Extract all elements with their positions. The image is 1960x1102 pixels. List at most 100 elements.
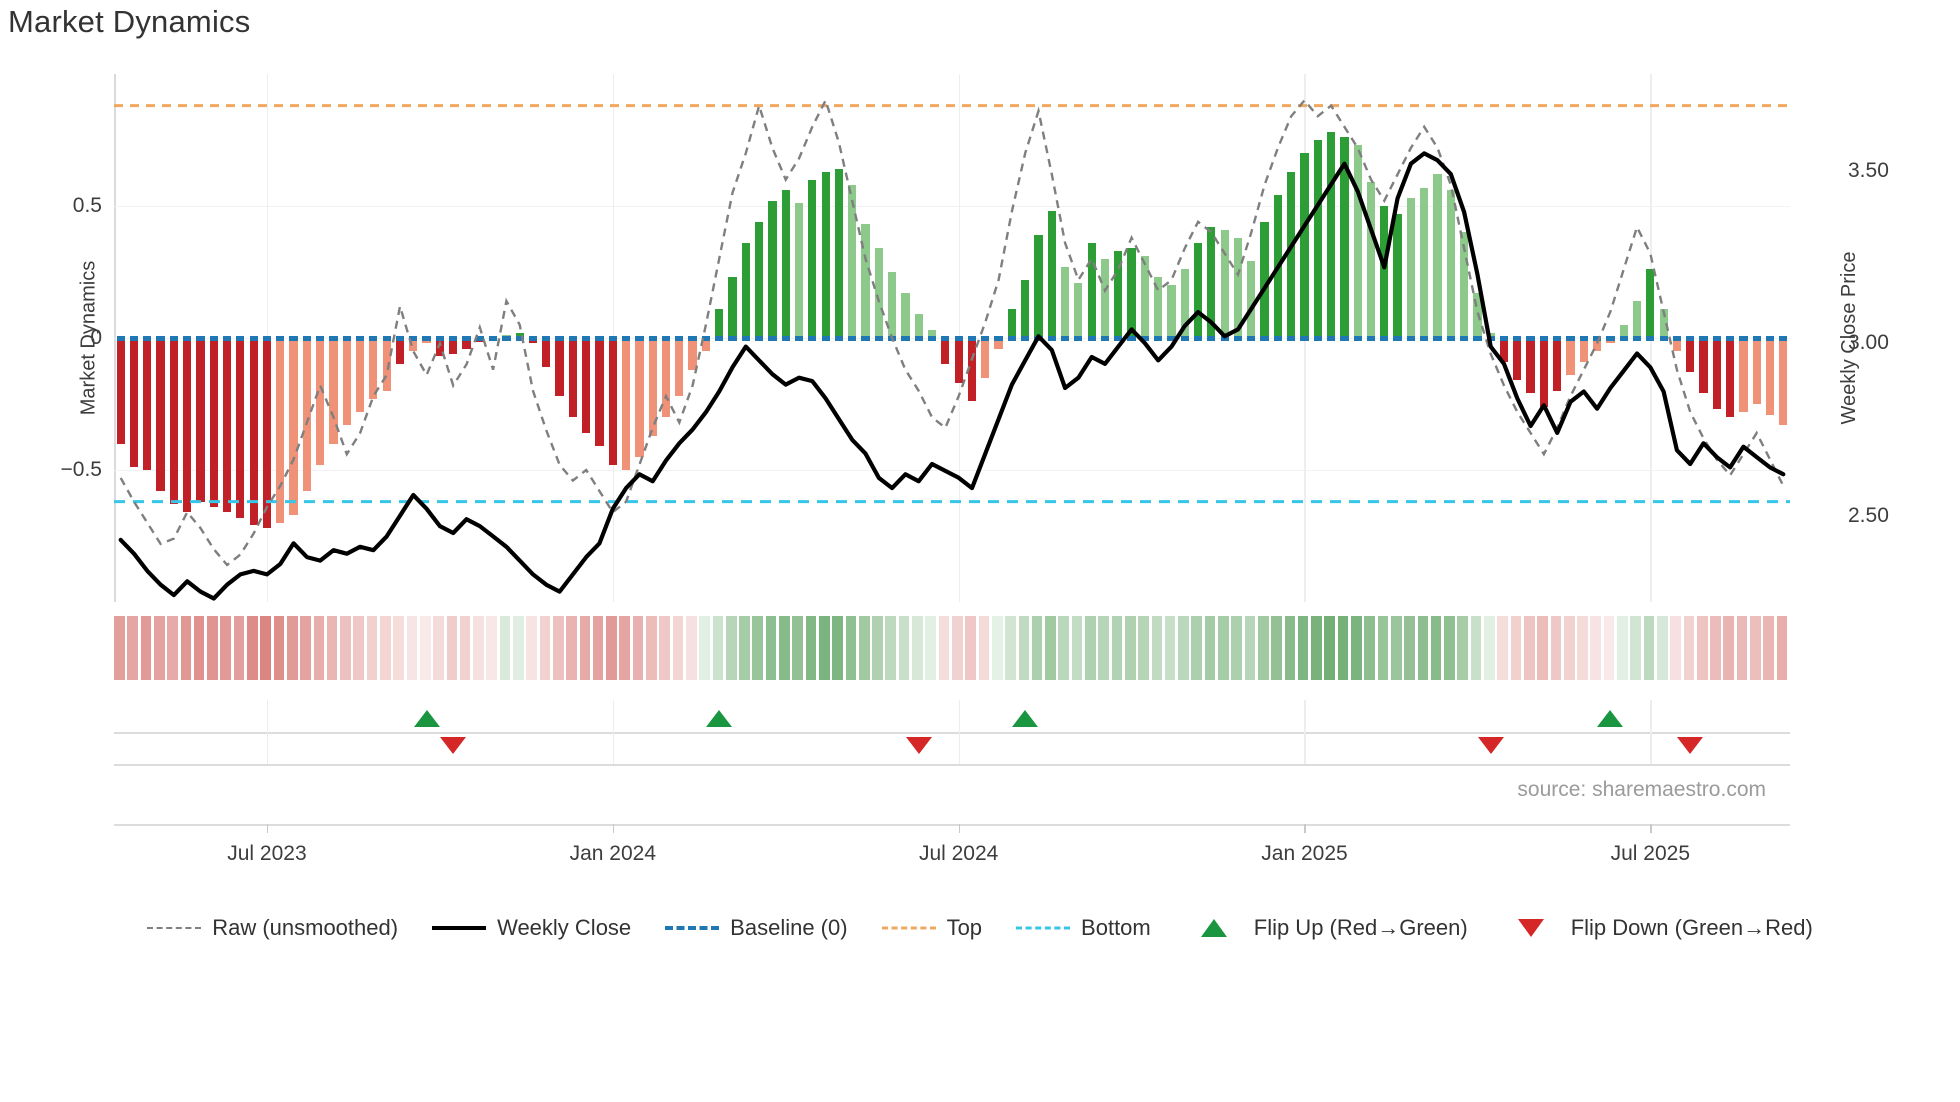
heatmap-cell bbox=[765, 616, 777, 680]
heatmap-cell bbox=[898, 616, 910, 680]
flip-down-marker[interactable] bbox=[1677, 737, 1704, 754]
baseline-segment bbox=[1593, 335, 1602, 341]
heatmap-cell bbox=[619, 616, 631, 680]
raw-unsmoothed-line bbox=[119, 97, 1785, 567]
bar bbox=[183, 338, 192, 513]
bar bbox=[675, 338, 684, 397]
heatmap-cell bbox=[167, 616, 178, 680]
baseline-segment bbox=[941, 335, 950, 341]
bar bbox=[621, 338, 631, 470]
baseline-segment bbox=[1553, 335, 1562, 341]
gridline bbox=[114, 470, 1790, 472]
heatmap-cell bbox=[1164, 616, 1176, 680]
bar bbox=[262, 338, 272, 529]
legend-label: Top bbox=[946, 915, 983, 940]
flip-up-marker[interactable] bbox=[1012, 710, 1039, 727]
bar bbox=[1313, 140, 1322, 338]
baseline-segment bbox=[1233, 335, 1243, 341]
legend-item[interactable]: Top bbox=[881, 915, 983, 941]
bar bbox=[808, 179, 817, 338]
legend-item[interactable]: Flip Down (Green→Red) bbox=[1502, 915, 1813, 941]
flip-down-marker[interactable] bbox=[905, 737, 932, 754]
baseline-segment bbox=[222, 335, 232, 341]
bar bbox=[1420, 187, 1429, 338]
x-axis-line bbox=[114, 824, 1790, 826]
bar bbox=[1752, 338, 1761, 404]
heatmap-cell bbox=[207, 616, 218, 680]
baseline-segment bbox=[249, 335, 258, 341]
dashed-grey-line-icon bbox=[147, 918, 202, 938]
bar bbox=[1779, 338, 1788, 426]
baseline-segment bbox=[715, 335, 724, 341]
regime-heatmap-strip bbox=[114, 616, 1790, 680]
x-axis: Jul 2023 Jan 2024 Jul 2024 Jan 2025 Jul 2025 bbox=[114, 824, 1790, 884]
heatmap-cell bbox=[1603, 616, 1615, 680]
baseline-segment bbox=[382, 335, 391, 341]
bar bbox=[1060, 266, 1070, 338]
bar bbox=[1140, 256, 1149, 338]
heatmap-cell bbox=[1457, 616, 1469, 680]
bar bbox=[449, 338, 458, 354]
flip-down-marker[interactable] bbox=[1477, 737, 1504, 754]
heatmap-cell bbox=[925, 616, 937, 680]
bar bbox=[462, 338, 471, 349]
baseline-segment bbox=[994, 335, 1003, 341]
gridline bbox=[114, 338, 1790, 340]
legend-item[interactable]: Flip Up (Red→Green) bbox=[1185, 915, 1468, 941]
baseline-segment bbox=[927, 335, 937, 341]
bar bbox=[342, 338, 351, 426]
flip-up-marker[interactable] bbox=[706, 710, 733, 727]
heatmap-cell bbox=[1271, 616, 1282, 680]
baseline-segment bbox=[781, 335, 790, 341]
baseline-segment bbox=[1300, 335, 1309, 341]
bar bbox=[1739, 338, 1748, 412]
heatmap-cell bbox=[286, 616, 298, 680]
heatmap-cell bbox=[1297, 616, 1309, 680]
heatmap-cell bbox=[1723, 616, 1735, 680]
heatmap-cell bbox=[1710, 616, 1721, 680]
legend-swatch-line bbox=[881, 926, 936, 930]
heatmap-cell bbox=[1311, 616, 1322, 680]
legend-item[interactable]: Baseline (0) bbox=[665, 915, 848, 941]
baseline-segment bbox=[1260, 335, 1269, 341]
baseline-segment bbox=[1579, 335, 1588, 341]
heatmap-cell bbox=[153, 616, 165, 680]
baseline-segment bbox=[209, 335, 218, 341]
heatmap-cell bbox=[446, 616, 458, 680]
baseline-segment bbox=[701, 335, 711, 341]
heatmap-cell bbox=[978, 616, 990, 680]
bar bbox=[768, 200, 777, 338]
bar bbox=[941, 338, 950, 365]
flip-up-marker[interactable] bbox=[413, 710, 440, 727]
heatmap-cell bbox=[632, 616, 644, 680]
legend-item[interactable]: Weekly Close bbox=[432, 915, 631, 941]
bar bbox=[1366, 182, 1376, 338]
legend-item[interactable]: Raw (unsmoothed) bbox=[147, 915, 398, 941]
legend-label: Bottom bbox=[1081, 915, 1151, 940]
bar bbox=[1114, 250, 1123, 338]
flip-down-marker[interactable] bbox=[440, 737, 467, 754]
legend-swatch-line bbox=[1016, 926, 1071, 930]
bar bbox=[781, 190, 790, 338]
heatmap-cell bbox=[260, 616, 271, 680]
bar bbox=[568, 338, 578, 418]
baseline-segment bbox=[355, 335, 365, 341]
baseline-segment bbox=[1739, 335, 1748, 341]
heatmap-cell bbox=[1058, 616, 1070, 680]
baseline-segment bbox=[821, 335, 830, 341]
baseline-segment bbox=[981, 335, 990, 341]
bar bbox=[1593, 338, 1602, 352]
heatmap-cell bbox=[1138, 616, 1149, 680]
baseline-segment bbox=[169, 335, 178, 341]
legend-item[interactable]: Bottom bbox=[1016, 915, 1151, 941]
flip-up-marker[interactable] bbox=[1597, 710, 1624, 727]
heatmap-cell bbox=[1776, 616, 1788, 680]
heatmap-cell bbox=[1111, 616, 1123, 680]
bar bbox=[1287, 171, 1296, 338]
bar bbox=[1260, 221, 1269, 338]
heatmap-cell bbox=[832, 616, 843, 680]
bar bbox=[222, 338, 232, 513]
baseline-segment bbox=[582, 335, 591, 341]
bar bbox=[1100, 258, 1110, 338]
legend-swatch-line bbox=[665, 926, 720, 930]
